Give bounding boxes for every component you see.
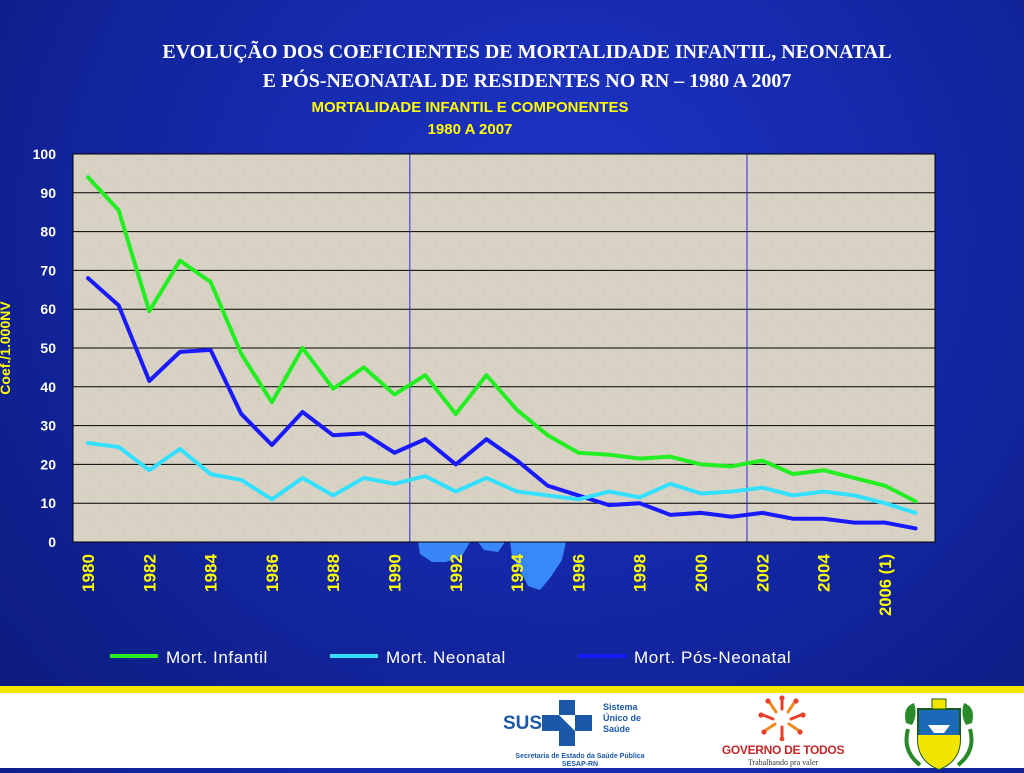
sus-name-line-1: Sistema xyxy=(603,702,638,712)
sus-name-line-3: Saúde xyxy=(603,724,631,734)
governo-logo: GOVERNO DE TODOS Trabalhando pra valer xyxy=(718,695,848,773)
y-tick-label: 80 xyxy=(40,224,56,240)
governo-logo-name: GOVERNO DE TODOS xyxy=(721,743,845,757)
series-line-0 xyxy=(86,175,918,504)
sus-logo: SUS Sistema Único de Saúde Secretaria de… xyxy=(500,699,660,773)
series-line-1 xyxy=(86,441,918,515)
sus-sub-line-2: SESAP-RN xyxy=(561,761,599,768)
sus-logo-text: SUS xyxy=(503,713,543,734)
legend-label-2: Mort. Pós-Neonatal xyxy=(634,648,791,667)
x-tick-label: 1984 xyxy=(202,553,221,592)
x-tick-label: 1980 xyxy=(79,554,98,592)
y-tick-label: 10 xyxy=(40,495,56,511)
legend-label-1: Mort. Neonatal xyxy=(386,648,506,667)
x-tick-label: 1998 xyxy=(631,554,650,592)
x-tick-label: 1994 xyxy=(508,553,527,592)
x-tick-label: 2006 (1) xyxy=(876,554,895,616)
sus-logo-name: Sistema Único de Saúde xyxy=(603,702,641,735)
y-tick-label: 50 xyxy=(40,340,56,356)
y-tick-label: 0 xyxy=(48,534,56,550)
y-axis-label: Coef./1.000NV xyxy=(0,301,13,395)
sus-sub-line-1: Secretaria de Estado da Saúde Pública xyxy=(515,753,645,760)
sus-logo-subtitle: Secretaria de Estado da Saúde Pública SE… xyxy=(500,753,660,769)
slide-title-line-2: E PÓS-NEONATAL DE RESIDENTES NO RN – 198… xyxy=(262,70,792,92)
series-line-2 xyxy=(86,276,918,531)
x-tick-label: 1982 xyxy=(140,554,159,592)
slide-title: EVOLUÇÃO DOS COEFICIENTES DE MORTALIDADE… xyxy=(40,38,1014,96)
governo-logo-slogan: Trabalhando pra valer xyxy=(747,758,819,767)
x-tick-label: 1992 xyxy=(447,554,466,592)
y-tick-label: 90 xyxy=(40,185,56,201)
x-tick-label: 1990 xyxy=(386,554,405,592)
y-tick-label: 70 xyxy=(40,262,56,278)
y-tick-label: 100 xyxy=(33,146,57,162)
plot-frame xyxy=(72,153,936,543)
x-tick-label: 2000 xyxy=(692,554,711,592)
x-tick-label: 1988 xyxy=(324,554,343,592)
y-tick-label: 20 xyxy=(40,456,56,472)
chart-subtitle: 1980 A 2007 xyxy=(428,121,513,138)
people-circle-icon xyxy=(758,695,806,741)
y-tick-label: 60 xyxy=(40,301,56,317)
slide-title-line-1: EVOLUÇÃO DOS COEFICIENTES DE MORTALIDADE… xyxy=(162,41,892,63)
y-tick-label: 40 xyxy=(40,379,56,395)
sus-cross-icon xyxy=(542,700,592,746)
footer-logos: SUS Sistema Único de Saúde Secretaria de… xyxy=(0,686,1024,771)
mortality-line-chart: MORTALIDADE INFANTIL E COMPONENTES 1980 … xyxy=(0,99,936,667)
map-watermark xyxy=(418,542,566,590)
chart-legend: Mort. Infantil Mort. Neonatal Mort. Pós-Ne… xyxy=(110,648,791,667)
x-tick-label: 2002 xyxy=(753,554,772,592)
x-tick-label: 2004 xyxy=(815,553,834,592)
chart-title: MORTALIDADE INFANTIL E COMPONENTES xyxy=(312,99,629,116)
y-tick-label: 30 xyxy=(40,418,56,434)
state-coat-of-arms-icon xyxy=(904,698,974,771)
sus-name-line-2: Único de xyxy=(603,713,642,723)
x-tick-label: 1996 xyxy=(569,554,588,592)
legend-label-0: Mort. Infantil xyxy=(166,648,268,667)
x-tick-label: 1986 xyxy=(263,554,282,592)
